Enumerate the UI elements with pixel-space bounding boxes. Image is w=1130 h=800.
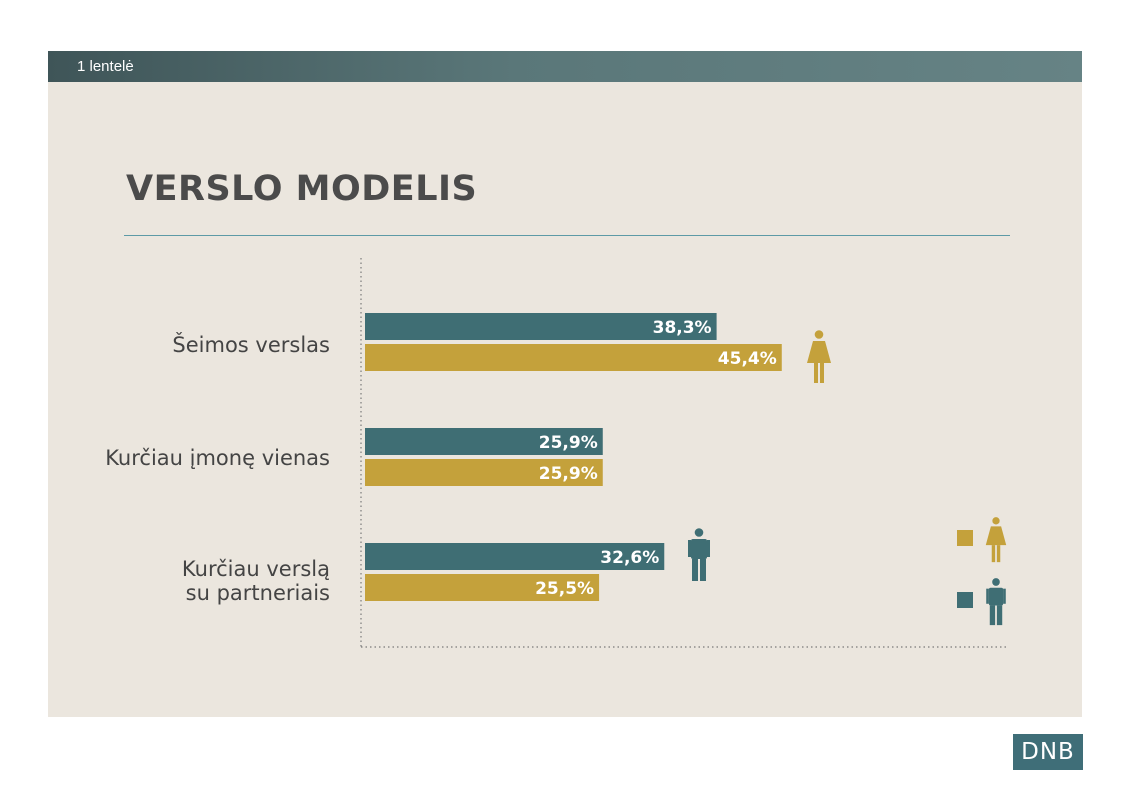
- header-bar: 1 lentelė: [48, 51, 1082, 82]
- data-label-male-3: 32,6%: [600, 548, 659, 568]
- legend-swatch-male: [957, 592, 973, 608]
- bar-male-3: [365, 543, 665, 570]
- data-label-female-2: 25,9%: [539, 464, 598, 484]
- category-label-line: su partneriais: [185, 581, 330, 605]
- bar-male-1: [365, 313, 717, 340]
- category-label-line: Kurčiau įmonę vienas: [105, 446, 330, 470]
- bar-female-1: [365, 344, 782, 371]
- logo-text: DNB: [1021, 739, 1075, 765]
- table-number-label: 1 lentelė: [77, 58, 134, 75]
- bar-male-2: [365, 428, 603, 455]
- chart-panel: 1 lentelė VERSLO MODELIS Šeimos verslas K…: [48, 51, 1082, 717]
- male-icon: [688, 528, 710, 581]
- data-label-male-1: 38,3%: [653, 318, 712, 338]
- dnb-logo: DNB: [1013, 734, 1083, 770]
- category-label-2: Kurčiau įmonę vienas: [105, 446, 330, 470]
- legend-swatch-female: [957, 530, 973, 546]
- legend-female-icon: [985, 517, 1007, 563]
- female-icon: [807, 330, 831, 383]
- data-label-male-2: 25,9%: [539, 433, 598, 453]
- category-label-3: Kurčiau verslą su partneriais: [182, 557, 330, 605]
- bar-female-2: [365, 459, 603, 486]
- category-label-line: Šeimos verslas: [172, 333, 330, 357]
- legend-male-icon: [986, 578, 1006, 626]
- bar-female-3: [365, 574, 600, 601]
- bar-chart: 38,3% 25,9% 32,6% 45,4% 25,9% 25,5%: [360, 258, 1007, 648]
- chart-title: VERSLO MODELIS: [126, 169, 478, 209]
- category-label-1: Šeimos verslas: [172, 333, 330, 357]
- data-label-female-3: 25,5%: [535, 579, 594, 599]
- title-divider: [124, 235, 1010, 236]
- category-label-line: Kurčiau verslą: [181, 557, 330, 581]
- data-label-female-1: 45,4%: [718, 349, 777, 369]
